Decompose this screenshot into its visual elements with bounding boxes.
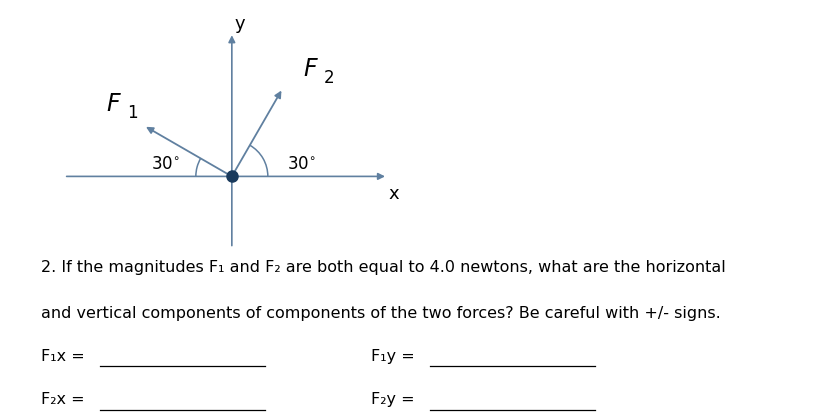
Text: F₁x =: F₁x =	[41, 349, 84, 364]
Text: 30$^{\circ}$: 30$^{\circ}$	[287, 155, 315, 173]
Text: $\mathit{F}$: $\mathit{F}$	[106, 92, 122, 116]
Text: F₁y =: F₁y =	[370, 349, 414, 364]
Text: F₂y =: F₂y =	[370, 392, 414, 407]
Text: x: x	[388, 185, 399, 203]
Text: y: y	[235, 15, 246, 33]
Text: $\mathit{F}$: $\mathit{F}$	[303, 57, 318, 81]
Text: F₂x =: F₂x =	[41, 392, 84, 407]
Text: 2. If the magnitudes F₁ and F₂ are both equal to 4.0 newtons, what are the horiz: 2. If the magnitudes F₁ and F₂ are both …	[41, 260, 724, 276]
Text: 30$^{\circ}$: 30$^{\circ}$	[151, 155, 180, 173]
Text: 2: 2	[323, 69, 334, 87]
Text: 1: 1	[127, 104, 137, 122]
Text: and vertical components of components of the two forces? Be careful with +/- sig: and vertical components of components of…	[41, 306, 719, 321]
